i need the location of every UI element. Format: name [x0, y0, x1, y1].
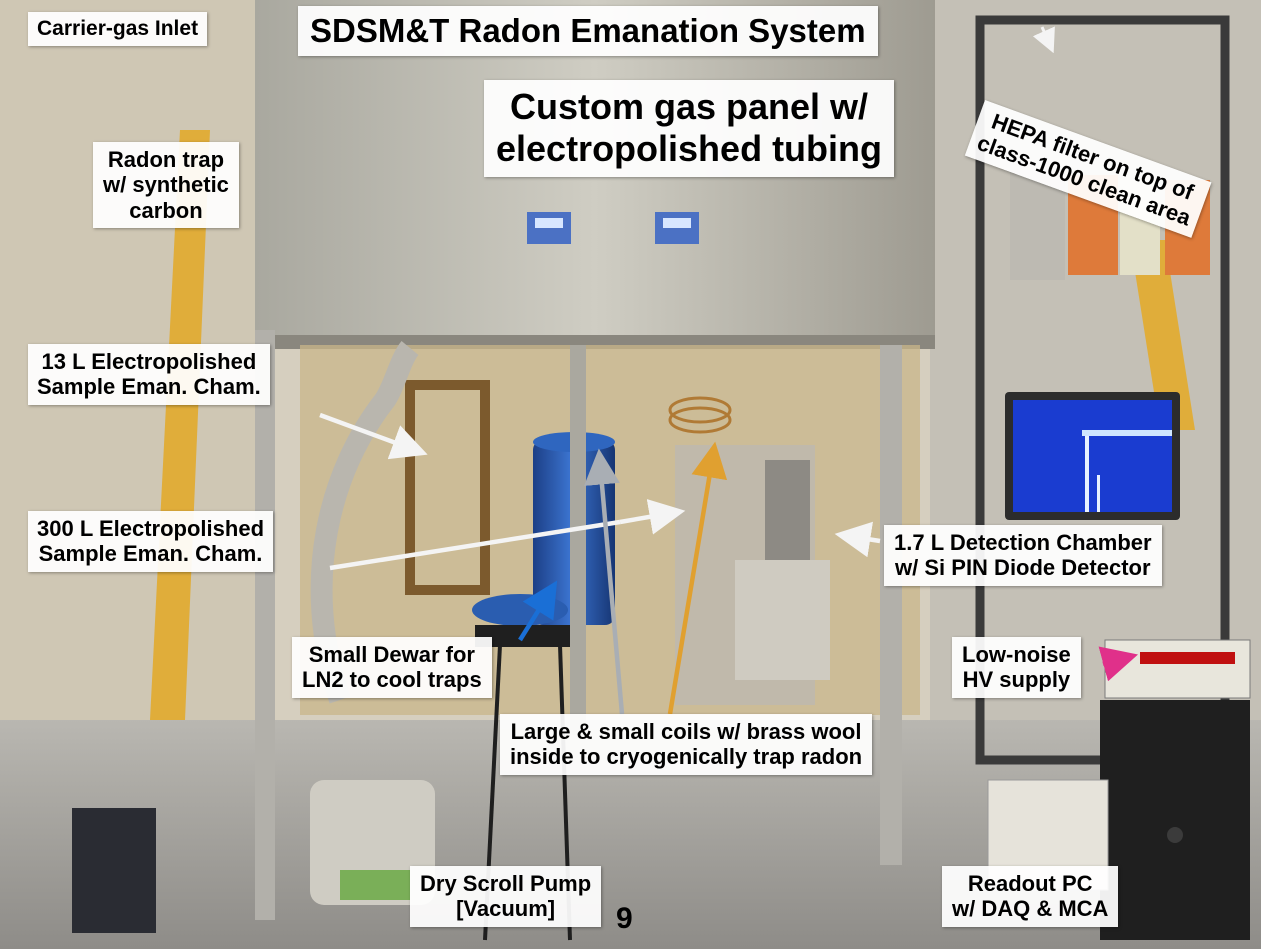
small-dewar-label: Small Dewar for LN2 to cool traps — [292, 637, 492, 698]
detection-chamber-label: 1.7 L Detection Chamber w/ Si PIN Diode … — [884, 525, 1162, 586]
carrier-gas-inlet-label: Carrier-gas Inlet — [28, 12, 208, 47]
scroll-pump-label: Dry Scroll Pump [Vacuum] — [410, 866, 602, 927]
chamber-13l-label: 13 L Electropolished Sample Eman. Cham. — [28, 344, 270, 405]
gas-panel-subtitle: Custom gas panel w/ electropolished tubi… — [484, 80, 895, 177]
radon-trap-label: Radon trap w/ synthetic carbon — [93, 142, 239, 228]
hv-supply-label: Low-noise HV supply — [952, 637, 1081, 698]
readout-pc-label: Readout PC w/ DAQ & MCA — [942, 866, 1119, 927]
chamber-300l-label: 300 L Electropolished Sample Eman. Cham. — [28, 511, 274, 572]
page-title: SDSM&T Radon Emanation System — [298, 6, 878, 56]
coils-label: Large & small coils w/ brass wool inside… — [500, 714, 873, 775]
page-number: 9 — [616, 902, 633, 935]
